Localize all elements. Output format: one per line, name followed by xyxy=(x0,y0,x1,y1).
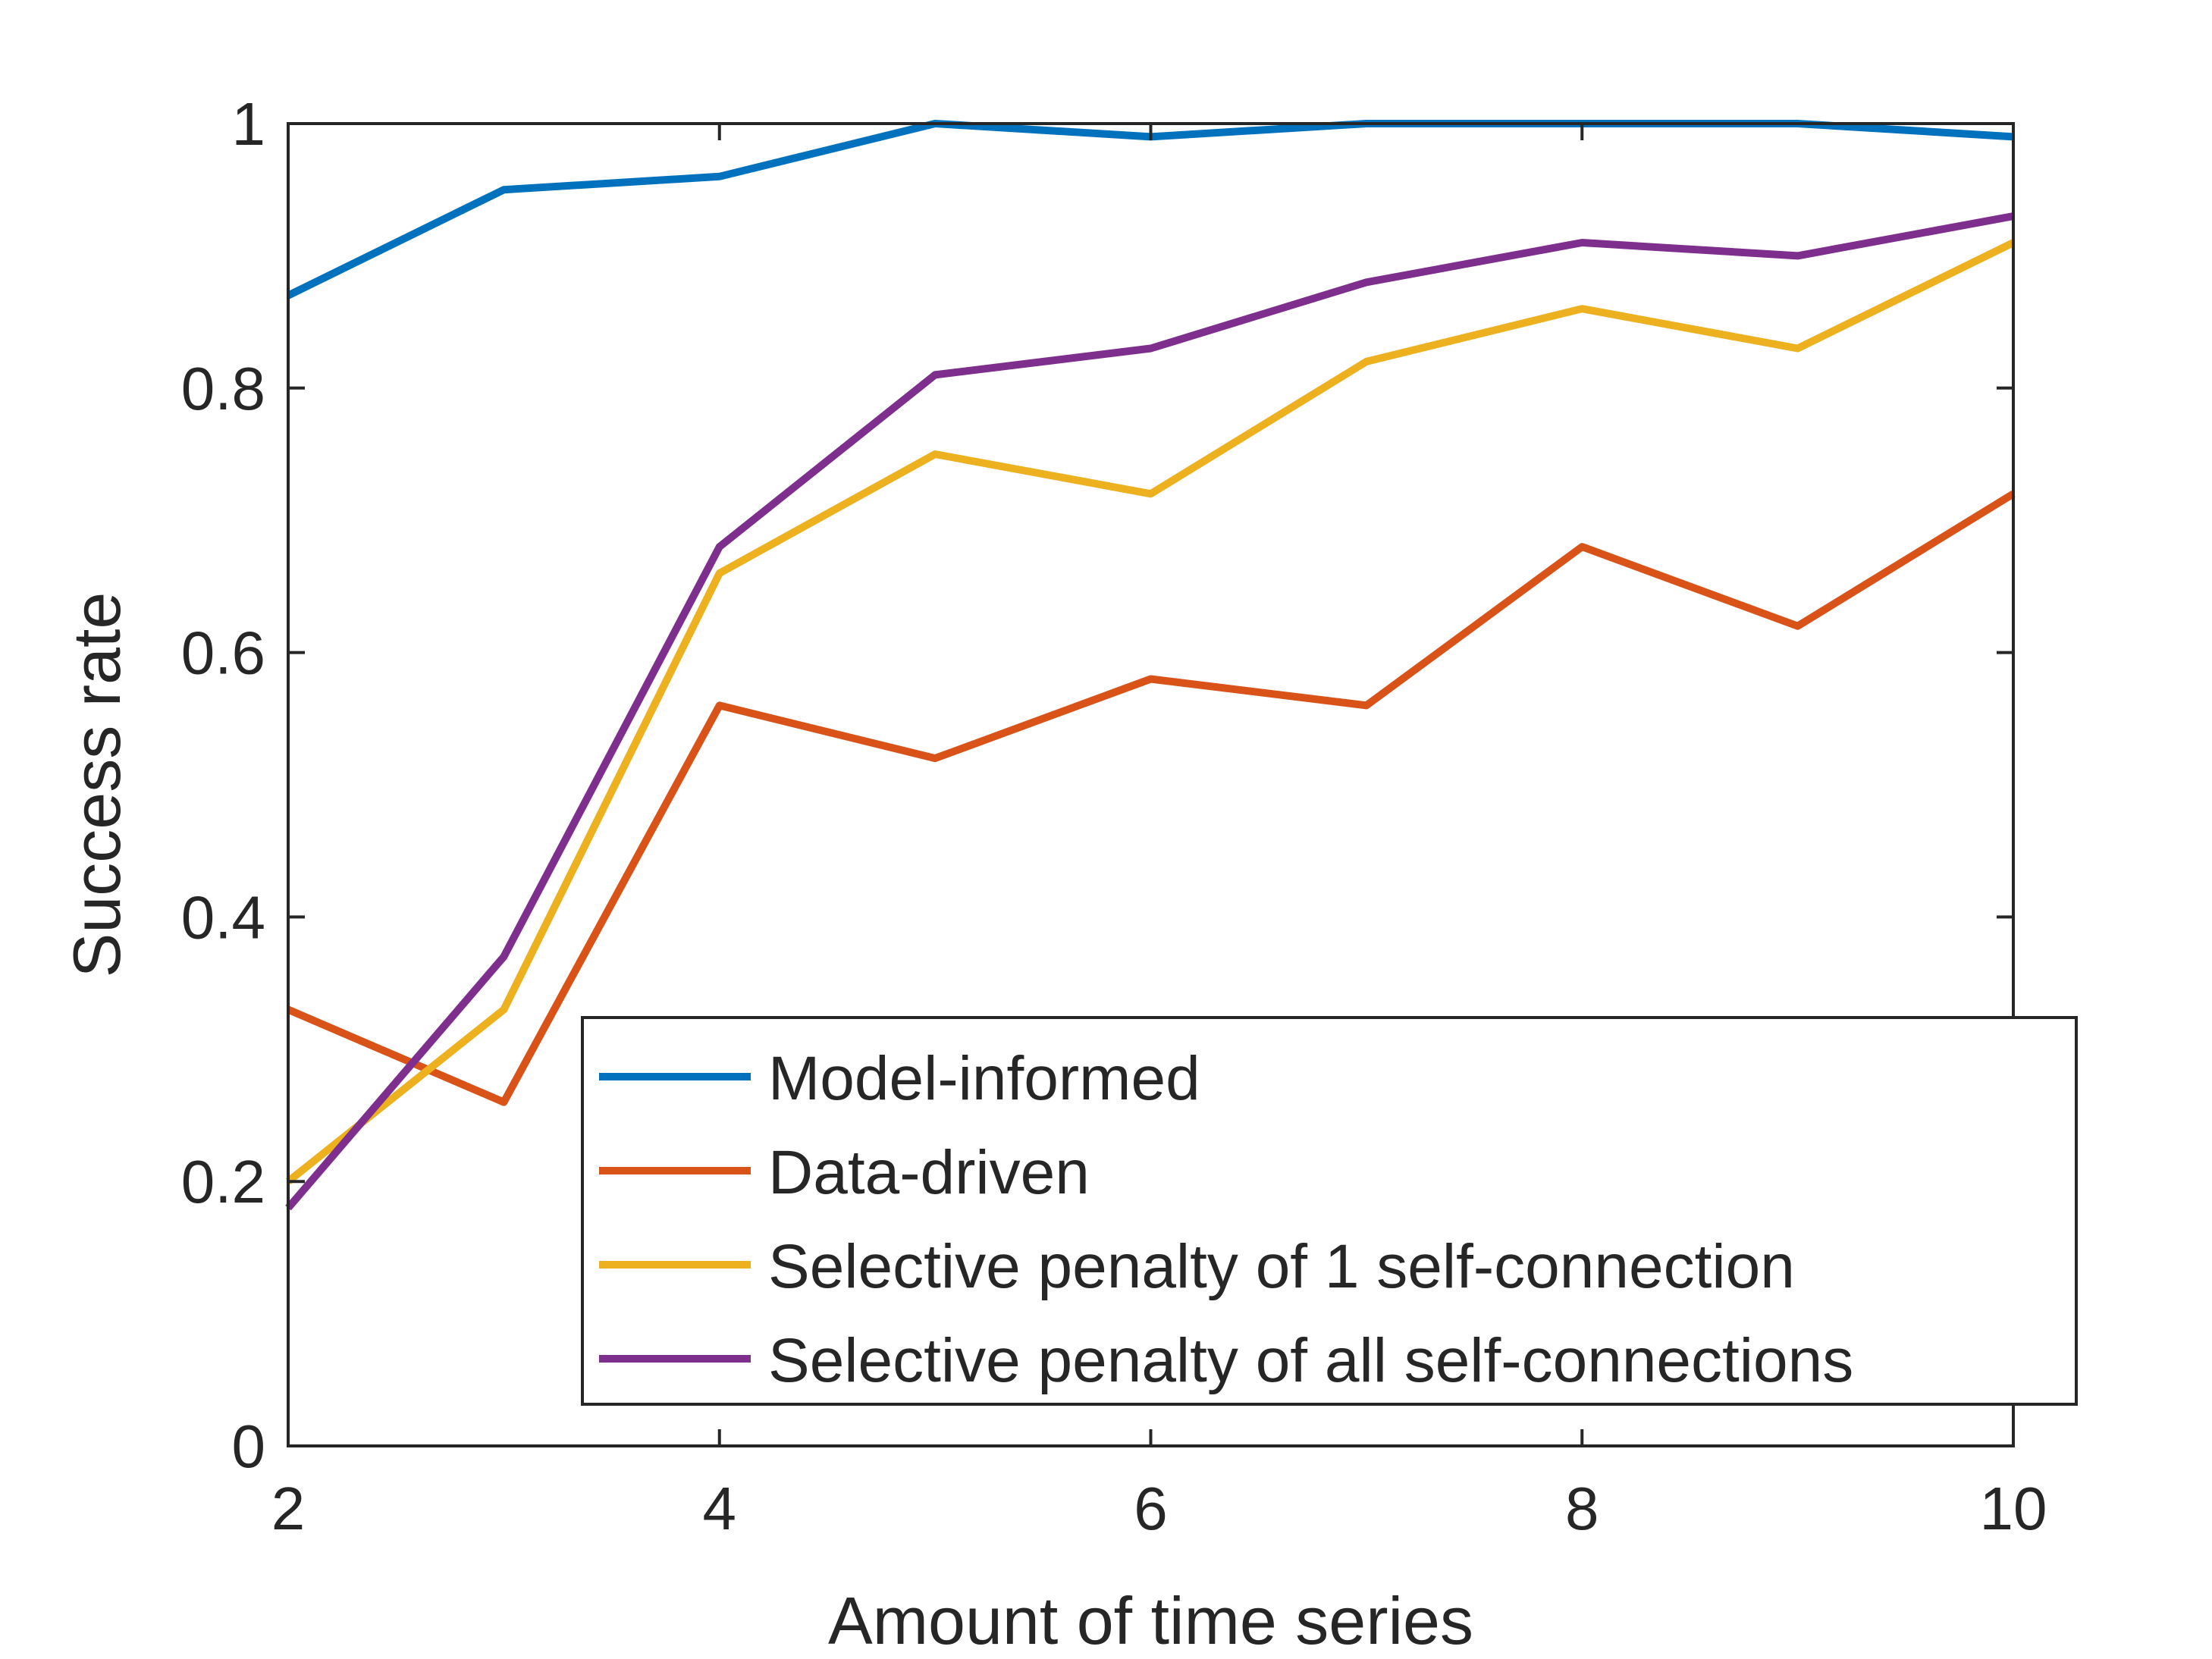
y-tick-label: 0.8 xyxy=(181,355,265,422)
y-tick-label: 0 xyxy=(232,1413,266,1480)
y-tick-label: 0.2 xyxy=(181,1148,265,1215)
legend-label-2: Data-driven xyxy=(768,1138,1090,1207)
x-tick-label: 6 xyxy=(1134,1475,1168,1542)
x-tick-label: 2 xyxy=(271,1475,306,1542)
x-tick-label: 4 xyxy=(703,1475,737,1542)
y-tick-label: 1 xyxy=(232,90,266,158)
legend: Model-informed Data-driven Selective penal… xyxy=(581,1016,2078,1406)
x-tick-label: 10 xyxy=(1980,1475,2047,1542)
legend-box xyxy=(581,1016,2078,1406)
y-tick-label: 0.4 xyxy=(181,883,265,951)
series-line-1 xyxy=(286,120,2014,299)
legend-label-1: Model-informed xyxy=(768,1044,1200,1113)
series-line-2 xyxy=(287,491,2016,1106)
y-tick-label: 0.6 xyxy=(181,619,265,687)
legend-label-4: Selective penalty of all self-connection… xyxy=(768,1326,1853,1395)
legend-label-3: Selective penalty of 1 self-connection xyxy=(768,1232,1795,1301)
tick-labels: 2 4 6 8 10 0 0.2 0.4 0.6 0.8 1 xyxy=(181,90,2047,1542)
series-line-3 xyxy=(285,239,2016,1185)
x-tick-label: 8 xyxy=(1565,1475,1599,1542)
x-axis-label: Amount of time series xyxy=(828,1583,1473,1658)
y-axis-label: Success rate xyxy=(59,592,134,978)
series-line-4 xyxy=(285,212,2014,1211)
tick-marks xyxy=(287,122,2015,1447)
